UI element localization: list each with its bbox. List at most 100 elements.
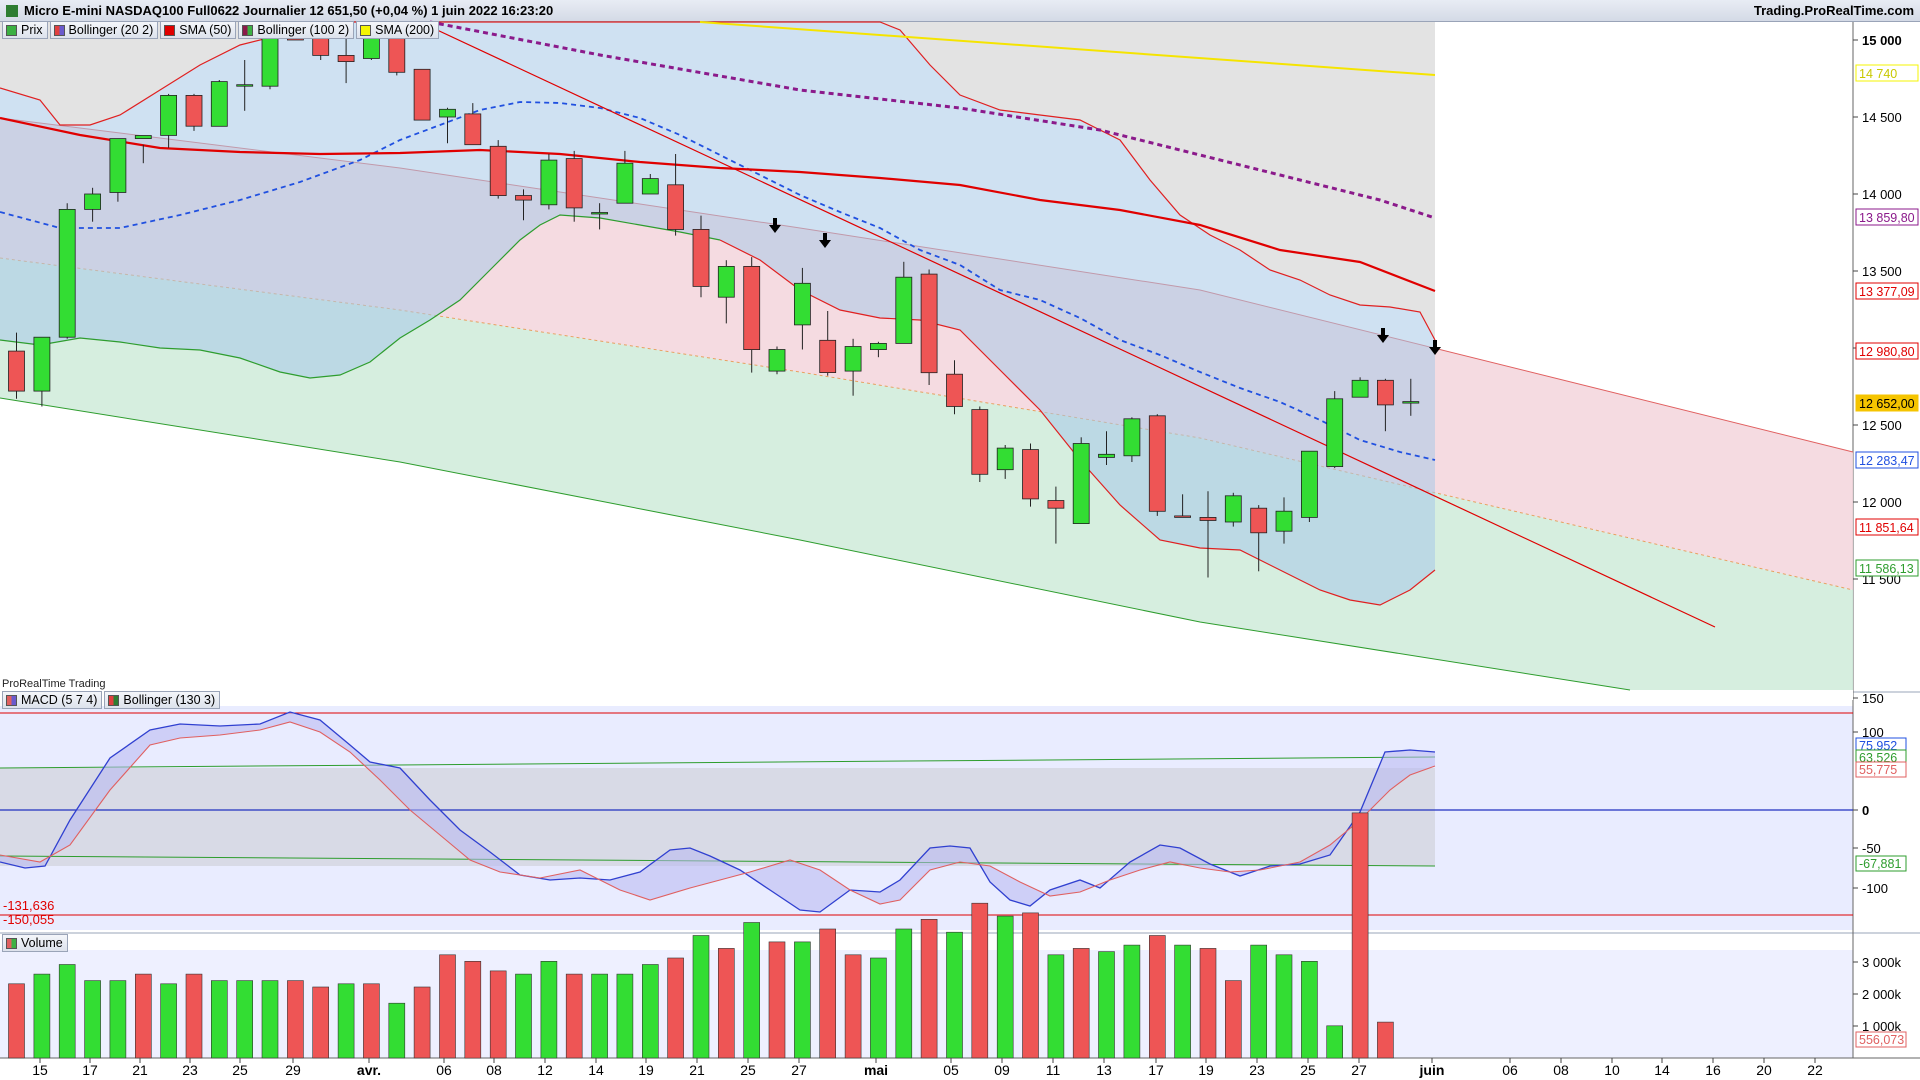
down-arrow-icon [1429,340,1441,355]
tag-label: 13 859,80 [1859,211,1915,225]
legend-label: MACD (5 7 4) [21,693,98,707]
indicator-source-label: ProRealTime Trading [2,678,106,690]
candle-body-up [1123,418,1141,457]
candle-body-down [1047,500,1065,509]
candle-body-up [591,212,608,215]
price-axis-tag: 12 980,80 [1855,342,1919,360]
macd-axis-tag: 55,775 [1855,761,1907,778]
candle [768,346,786,375]
volume-bar-up [1174,944,1191,1059]
candle [134,135,152,164]
x-tick-label: 19 [638,1062,654,1078]
candle [8,332,25,399]
candle-body-down [819,339,837,373]
candle [1250,505,1268,572]
price-tick-label: 14 500 [1862,110,1902,125]
site-name[interactable]: Trading.ProRealTime.com [1753,3,1914,18]
x-tick-label: 25 [232,1062,248,1078]
bollinger-20-outer-grey [0,22,1435,340]
price-tick-label: 13 500 [1862,264,1902,279]
x-tick-label: avr. [357,1062,381,1078]
volume-swatch [6,937,17,949]
candle-body-up [1072,443,1090,524]
candle-body-up [1098,453,1115,458]
volume-bar-down [1022,912,1039,1059]
volume-tick-label: 2 000k [1862,987,1902,1002]
candle-body-up [1224,495,1242,523]
candle-body-up [794,282,811,326]
volume-tick-label: 3 000k [1862,955,1902,970]
candle-body-down [946,373,963,407]
volume-bar-up [58,964,76,1059]
tag-box [1855,1031,1907,1048]
legend-label: Bollinger (20 2) [68,23,154,37]
candle [1174,494,1191,518]
volume-bar-up [337,983,355,1059]
candle [1098,431,1115,465]
candle-body-down [337,55,355,63]
macd-tick-label: -50 [1862,841,1881,856]
legend-item-sma-50[interactable]: SMA (50) [160,21,237,39]
volume-bar-down [920,918,938,1059]
legend-item-sma-200[interactable]: SMA (200) [356,21,440,39]
tag-box [1855,761,1907,778]
tag-label: 55,775 [1859,763,1897,777]
tag-label: -67,881 [1859,857,1901,871]
candle-body-down [667,184,684,230]
legend-item-bollinger-100[interactable]: Bollinger (100 2) [238,21,355,39]
volume-axis-tag: 556,073 [1855,1031,1907,1048]
x-tick-label: 25 [1300,1062,1316,1078]
legend-item-volume[interactable]: Volume [2,934,68,952]
candle [1275,497,1293,544]
sma-50-swatch [164,24,176,36]
down-arrow-icon [819,233,831,248]
volume-bar-down [135,973,152,1059]
legend-item-bollinger-20[interactable]: Bollinger (20 2) [49,21,159,39]
price-axis-tag: 12 652,00 [1855,394,1919,412]
x-tick-label: 08 [1553,1062,1569,1078]
x-tick-label: 10 [1604,1062,1620,1078]
arrow-shaft [1433,340,1437,348]
price-panel-white-area [0,398,1853,700]
legend-item-bollinger-130[interactable]: Bollinger (130 3) [104,691,221,709]
candle [946,360,963,415]
price-axis-tag: 13 377,09 [1855,282,1919,300]
candle [692,215,710,298]
macd-tick-label: 0 [1862,803,1869,818]
candle-body-down [1174,515,1191,518]
candle [236,60,254,111]
macd-legend: MACD (5 7 4) Bollinger (130 3) [2,691,221,709]
chart-title: Micro E-mini NASDAQ100 Full0622 Journali… [24,3,554,18]
candle-body-down [565,158,583,209]
x-tick-label: 13 [1096,1062,1112,1078]
candle-body-up [1351,379,1369,398]
bollinger-130-swatch [108,694,120,706]
legend-item-macd[interactable]: MACD (5 7 4) [2,691,103,709]
price-tick-label: 12 000 [1862,495,1902,510]
volume-bar-down [1072,948,1090,1059]
volume-bar-up [895,928,913,1059]
volume-bar-down [413,986,431,1059]
sma-200-swatch [360,24,372,36]
candle [337,36,355,84]
volume-bar-up [996,915,1014,1059]
candle [185,93,203,131]
x-tick-label: 05 [943,1062,959,1078]
candle [616,150,634,204]
x-tick-label: 23 [1249,1062,1265,1078]
volume-bar-up [33,973,51,1059]
sma-200-line [699,21,1436,76]
candle [895,261,913,344]
candle-body-down [489,145,507,197]
legend-item-prix[interactable]: Prix [2,21,48,39]
volume-bar-up [84,980,101,1059]
volume-bar-up [388,1002,406,1059]
candle [1148,414,1166,516]
candle [844,338,862,396]
volume-bar-up [160,983,177,1059]
candle [717,260,735,324]
x-tick-label: 17 [1148,1062,1164,1078]
tag-label: 14 740 [1859,67,1897,81]
volume-bar-down [185,973,203,1059]
